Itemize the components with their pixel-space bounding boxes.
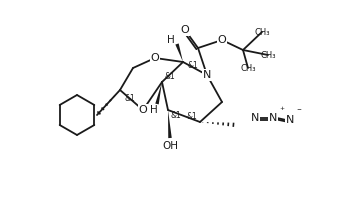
Text: &1: &1 — [186, 111, 197, 120]
Polygon shape — [168, 110, 172, 138]
Polygon shape — [175, 43, 183, 62]
Text: H: H — [167, 35, 175, 45]
Text: CH₃: CH₃ — [260, 51, 276, 59]
Text: $^-$: $^-$ — [295, 106, 302, 115]
Text: OH: OH — [162, 141, 178, 151]
Text: H: H — [150, 105, 158, 115]
Text: O: O — [181, 25, 189, 35]
Text: CH₃: CH₃ — [254, 28, 270, 37]
Text: N: N — [269, 113, 277, 123]
Text: &1: &1 — [188, 61, 198, 70]
Text: N: N — [251, 113, 259, 123]
Text: &1: &1 — [171, 110, 181, 119]
Text: &1: &1 — [165, 71, 175, 80]
Text: $^+$: $^+$ — [278, 105, 285, 114]
Text: N: N — [203, 70, 211, 80]
Text: O: O — [139, 105, 147, 115]
Text: O: O — [218, 35, 226, 45]
Text: N: N — [286, 115, 294, 125]
Polygon shape — [155, 82, 162, 104]
Text: &1: &1 — [125, 94, 135, 103]
Text: O: O — [150, 53, 159, 63]
Text: CH₃: CH₃ — [240, 64, 256, 73]
